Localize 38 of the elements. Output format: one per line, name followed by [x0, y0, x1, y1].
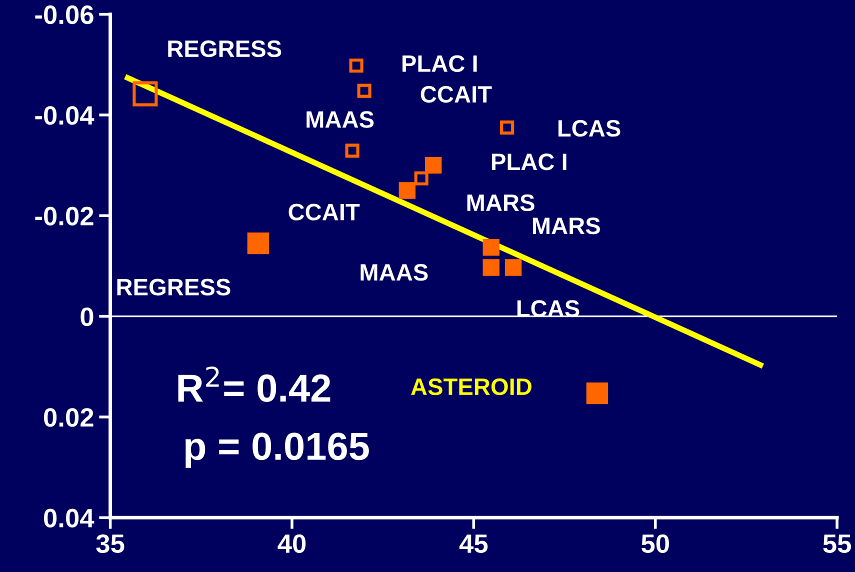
point: [504, 259, 522, 276]
point: [398, 182, 416, 199]
annotation: MARS: [532, 218, 600, 234]
annotation: LCAS: [558, 120, 620, 137]
annotation: R$^{2}$= 0.42: [178, 366, 330, 402]
point: [414, 171, 428, 186]
annotation: CCAIT: [288, 204, 360, 220]
y-tick-label: 0.02: [44, 408, 94, 427]
x-tick-label: 40: [278, 534, 306, 554]
point: [345, 144, 360, 158]
annotation: MAAS: [306, 111, 374, 128]
y-tick-label: 0.04: [44, 508, 94, 528]
point: [247, 232, 270, 254]
y-tick-label: -0.04: [35, 106, 94, 125]
x-tick-label: 35: [96, 534, 124, 554]
point: [349, 58, 364, 73]
annotation: MAAS: [360, 264, 428, 281]
annotation: PLAC I: [492, 154, 566, 170]
x-tick-label: 50: [641, 534, 669, 554]
y-tick-label: -0.06: [35, 5, 94, 24]
point: [424, 156, 442, 174]
point: [482, 239, 500, 256]
point: [586, 382, 608, 404]
annotation: PLAC I: [402, 55, 477, 72]
point: [357, 84, 372, 98]
annotation: p = 0.0165: [186, 432, 369, 468]
y-tick-label: 0: [80, 307, 94, 326]
annotation: MARS: [467, 194, 534, 212]
annotation: REGRESS: [168, 40, 282, 58]
x-tick-label: 55: [823, 534, 851, 554]
annotation: ASTEROID: [411, 378, 532, 396]
point: [482, 259, 500, 276]
y-tick-label: -0.02: [35, 206, 94, 226]
x-tick-label: 45: [459, 534, 488, 554]
point: [132, 81, 158, 106]
point: [500, 120, 514, 135]
annotation: CCAIT: [420, 86, 492, 103]
annotation: REGRESS: [117, 278, 230, 296]
